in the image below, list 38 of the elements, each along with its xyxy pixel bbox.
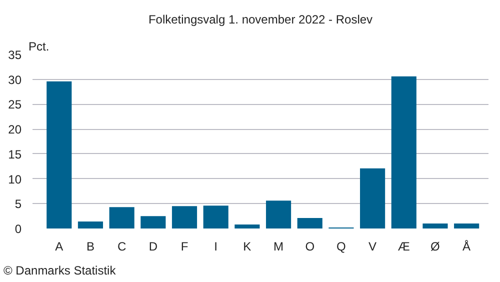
bar	[454, 224, 480, 228]
x-tick-label: K	[243, 240, 252, 254]
bar	[172, 206, 198, 228]
bar	[46, 81, 72, 228]
x-tick-label: A	[55, 240, 64, 254]
x-tick-label: Æ	[398, 240, 410, 254]
y-tick-label: 30	[8, 72, 22, 87]
y-tick-label: 25	[8, 98, 22, 112]
y-tick-label: 10	[8, 172, 22, 186]
x-tick-label: O	[305, 240, 315, 254]
x-tick-label: C	[117, 240, 126, 254]
bar	[391, 76, 416, 228]
bar	[422, 224, 448, 228]
bar	[109, 207, 134, 228]
bar	[203, 206, 228, 228]
y-tick-label: 5	[14, 197, 22, 212]
y-axis-title: Pct.	[28, 40, 50, 54]
x-tick-label: D	[148, 240, 158, 254]
x-tick-label: Q	[336, 240, 346, 254]
x-tick-label: F	[180, 240, 188, 254]
chart-title: Folketingsvalg 1. november 2022 - Roslev	[148, 12, 373, 26]
bar	[266, 200, 292, 228]
bar	[140, 216, 166, 228]
y-tick-label: 35	[8, 48, 22, 62]
x-tick-label: Ø	[430, 240, 440, 254]
bar	[234, 224, 260, 228]
x-tick-label: I	[214, 240, 218, 254]
x-tick-label: Å	[462, 240, 471, 254]
x-tick-label: V	[368, 240, 377, 254]
y-tick-label: 0	[14, 222, 22, 236]
bar	[78, 222, 104, 228]
x-tick-label: M	[274, 240, 284, 254]
text: © Danmarks Statistik	[4, 264, 117, 278]
x-tick-label: B	[86, 240, 94, 254]
bar	[360, 168, 386, 228]
bar	[297, 218, 322, 228]
y-tick-label: 15	[8, 147, 22, 162]
y-tick-label: 20	[8, 122, 22, 137]
